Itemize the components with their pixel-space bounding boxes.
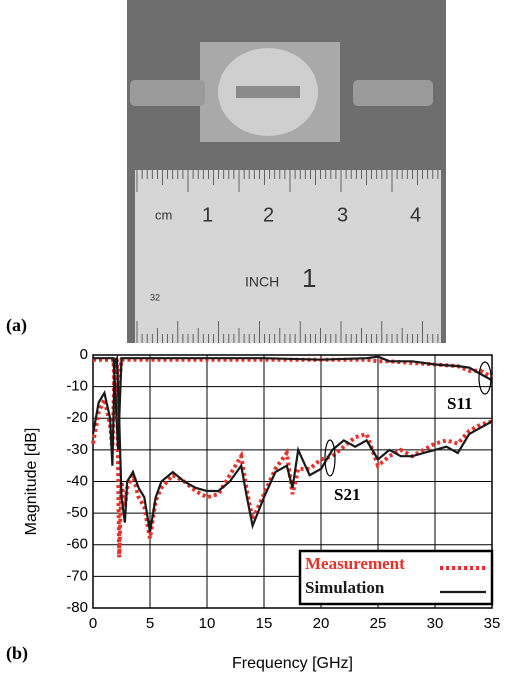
ruler: [135, 170, 441, 343]
y-tick-label: -40: [66, 472, 88, 489]
data-line: [91, 354, 493, 533]
y-tick-label: -70: [66, 567, 88, 584]
x-tick-label: 30: [427, 615, 444, 632]
y-tick-label: -60: [66, 536, 88, 553]
photo: cm 1 2 3 4 INCH 1 32: [127, 0, 446, 343]
x-tick-label: 10: [199, 615, 216, 632]
y-tick-label: -20: [66, 409, 88, 426]
x-tick-label: 15: [256, 615, 273, 632]
ruler-number: 3: [337, 204, 348, 226]
y-tick-label: -80: [66, 599, 88, 616]
data-line: [91, 359, 493, 558]
legend-box: [298, 549, 494, 606]
ruler-number: 1: [302, 263, 316, 293]
x-tick-label: 25: [370, 615, 387, 632]
y-tick-label: 0: [80, 346, 88, 363]
legend-label: Simulation: [305, 578, 385, 597]
x-tick-label: 0: [89, 615, 97, 632]
y-axis-label: Magnitude [dB]: [23, 428, 40, 536]
chart: 0 5 10 15 20 25 30 35 0 -10 -20 -30 -40 -50 -60 -70 -80 F…: [23, 346, 500, 672]
feed-line: [236, 86, 300, 98]
panel-label: (a): [6, 315, 27, 336]
connector-left: [130, 80, 205, 106]
ruler-unit: INCH: [245, 274, 279, 290]
x-axis-label: Frequency [GHz]: [232, 655, 353, 672]
legend-label: Measurement: [305, 554, 405, 573]
data-line: [93, 355, 493, 450]
ruler-number: 2: [263, 204, 274, 226]
ruler-small-number: 32: [150, 292, 160, 302]
annotation-ellipse: [324, 439, 336, 477]
x-tick-label: 35: [484, 615, 501, 632]
y-tick-label: -50: [66, 504, 88, 521]
connector-right: [353, 80, 433, 106]
x-tick-label: 5: [146, 615, 154, 632]
annotation: S11: [447, 394, 473, 413]
annotation-ellipse: [478, 361, 492, 395]
ruler-number: 1: [202, 204, 213, 226]
annotation: S21: [334, 485, 360, 504]
y-tick-label: -10: [66, 378, 88, 395]
panel-label: (b): [6, 643, 28, 664]
x-tick-label: 20: [313, 615, 330, 632]
ruler-unit: cm: [155, 207, 172, 222]
plot-frame: [92, 354, 493, 609]
ruler-number: 4: [410, 204, 421, 226]
y-tick-label: -30: [66, 441, 88, 458]
ruler-ticks: [136, 170, 439, 343]
